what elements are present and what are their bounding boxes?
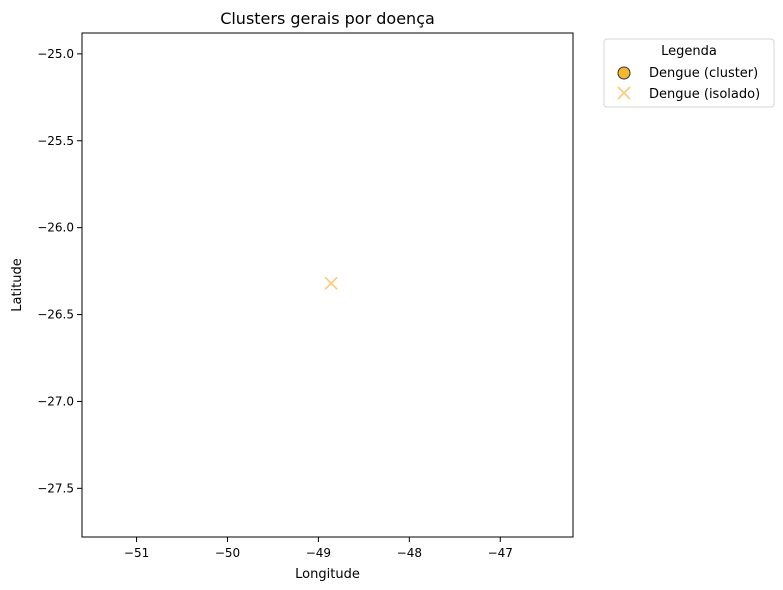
- y-axis-label: Latitude: [10, 258, 25, 312]
- x-tick-label: −51: [124, 546, 149, 560]
- y-tick-label: −26.0: [37, 221, 74, 235]
- legend-marker-dengue-cluster: [617, 66, 631, 80]
- x-tick-label: −50: [215, 546, 240, 560]
- y-tick-label: −25.5: [37, 134, 74, 148]
- x-axis-label: Longitude: [295, 567, 360, 582]
- x-axis: −51 −50 −49 −48 −47: [124, 537, 513, 560]
- legend: Legenda Dengue (cluster) Dengue (isolado…: [603, 38, 775, 108]
- y-tick-label: −27.5: [37, 481, 74, 495]
- legend-label-dengue-cluster: Dengue (cluster): [649, 66, 758, 81]
- data-point-dengue-isolado: [324, 276, 338, 290]
- x-tick-label: −49: [306, 546, 331, 560]
- y-tick-label: −25.0: [37, 47, 74, 61]
- y-axis: −25.0 −25.5 −26.0 −26.5 −27.0 −27.5: [37, 47, 82, 495]
- chart-title: Clusters gerais por doença: [220, 9, 435, 28]
- y-tick-label: −26.5: [37, 308, 74, 322]
- x-tick-label: −47: [488, 546, 513, 560]
- legend-title: Legenda: [661, 44, 717, 59]
- legend-box: [603, 38, 775, 108]
- legend-label-dengue-isolado: Dengue (isolado): [649, 87, 760, 102]
- data-points: [324, 276, 338, 290]
- plot-area: [81, 32, 574, 538]
- legend-marker-dengue-isolado: [617, 86, 631, 100]
- y-tick-label: −27.0: [37, 394, 74, 408]
- x-tick-label: −48: [397, 546, 422, 560]
